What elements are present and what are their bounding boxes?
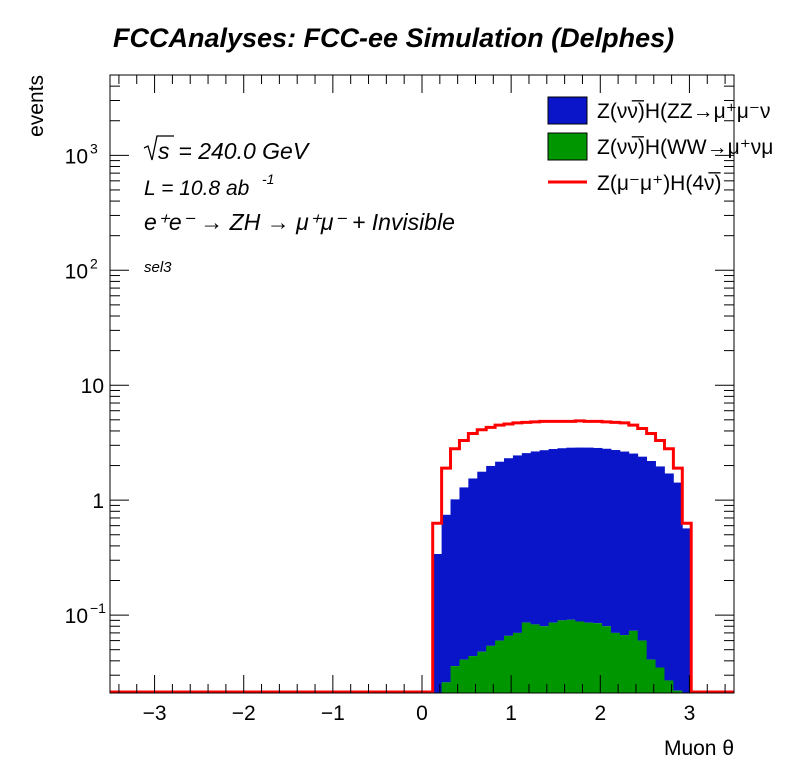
bar-zz-24 xyxy=(646,461,656,660)
bar-ww-4 xyxy=(468,656,478,693)
bar-ww-2 xyxy=(450,666,460,693)
y-tick-exponent-0: −1 xyxy=(90,600,106,616)
bar-ww-13 xyxy=(548,622,558,693)
bar-ww-9 xyxy=(512,632,523,693)
bar-ww-14 xyxy=(557,620,567,693)
selection-label: sel3 xyxy=(144,259,172,276)
bar-zz-22 xyxy=(628,453,639,631)
legend-label-ww: Z(νν̅)H(WW→μ⁺νμ xyxy=(597,136,773,159)
bar-zz-21 xyxy=(619,451,630,636)
bar-ww-21 xyxy=(619,635,630,693)
bar-zz-6 xyxy=(486,465,496,646)
signal-step-line xyxy=(110,419,734,694)
bar-zz-13 xyxy=(548,449,558,623)
signal-line xyxy=(110,419,734,694)
bar-zz-26 xyxy=(664,473,674,681)
bar-zz-19 xyxy=(602,448,612,627)
sqrt-s-label: s xyxy=(158,138,170,164)
y-tick-exponent-3: 2 xyxy=(90,255,98,271)
sqrt-symbol xyxy=(143,135,174,161)
x-tick-label-5: 2 xyxy=(594,702,606,725)
bar-zz-9 xyxy=(512,455,523,633)
x-tick-label-1: −2 xyxy=(232,702,256,725)
annotations: s = 240.0 GeV L = 10.8 ab -1 e⁺e⁻ → ZH →… xyxy=(143,135,455,276)
bar-zz-20 xyxy=(610,450,621,633)
bar-zz-14 xyxy=(557,448,567,621)
y-tick-label-0: 10 xyxy=(65,605,88,628)
bar-zz-25 xyxy=(655,466,665,668)
bar-zz-0 xyxy=(432,554,443,693)
bar-ww-23 xyxy=(637,640,648,693)
bar-ww-11 xyxy=(530,624,541,693)
bar-ww-18 xyxy=(593,623,603,693)
bar-ww-1 xyxy=(441,682,451,693)
bar-ww-12 xyxy=(539,626,549,693)
bar-ww-19 xyxy=(602,626,612,693)
bar-ww-3 xyxy=(459,659,469,693)
x-tick-label-4: 1 xyxy=(505,702,517,725)
bar-ww-17 xyxy=(584,622,594,693)
bar-zz-2 xyxy=(450,499,460,667)
bar-zz-3 xyxy=(459,487,469,660)
y-axis-label: events xyxy=(25,75,48,137)
bar-ww-24 xyxy=(646,659,656,693)
bar-zz-12 xyxy=(539,450,549,627)
bar-ww-20 xyxy=(610,632,621,693)
energy-label: = 240.0 GeV xyxy=(172,138,311,164)
bar-zz-7 xyxy=(495,461,505,641)
y-tick-label-1: 1 xyxy=(92,490,104,513)
y-tick-label-4: 10 xyxy=(65,145,88,168)
bar-ww-26 xyxy=(664,680,674,693)
bar-ww-16 xyxy=(575,621,585,693)
bar-zz-8 xyxy=(504,458,514,636)
bar-ww-6 xyxy=(486,645,496,693)
bar-zz-17 xyxy=(584,447,594,623)
bar-ww-10 xyxy=(521,622,532,693)
bar-zz-23 xyxy=(637,456,648,641)
lumi-exponent: -1 xyxy=(262,171,274,187)
histogram-bars xyxy=(432,447,692,693)
bar-zz-27 xyxy=(673,482,683,691)
bar-ww-7 xyxy=(495,640,505,693)
bar-zz-5 xyxy=(477,471,487,652)
bar-zz-1 xyxy=(441,514,451,683)
bar-ww-27 xyxy=(673,690,683,693)
bar-ww-15 xyxy=(566,619,576,693)
bar-zz-4 xyxy=(468,478,478,657)
y-tick-label-2: 10 xyxy=(81,375,104,398)
legend-swatch-zz xyxy=(547,96,588,125)
bar-zz-10 xyxy=(521,453,532,623)
chart-title: FCCAnalyses: FCC-ee Simulation (Delphes) xyxy=(113,23,674,53)
x-tick-label-0: −3 xyxy=(143,702,167,725)
bar-zz-11 xyxy=(530,451,541,625)
x-tick-label-3: 0 xyxy=(416,702,428,725)
process-label: e⁺e⁻ → ZH → μ⁺μ⁻ + Invisible xyxy=(144,209,455,235)
y-tick-label-3: 10 xyxy=(65,260,88,283)
bar-zz-18 xyxy=(593,447,603,624)
bar-zz-16 xyxy=(575,447,585,622)
legend: Z(νν̅)H(ZZ→μ⁺μ⁻ν Z(νν̅)H(WW→μ⁺νμ Z(μ⁻μ⁺)… xyxy=(547,96,773,195)
legend-label-signal: Z(μ⁻μ⁺)H(4ν̅) xyxy=(597,172,722,195)
legend-label-zz: Z(νν̅)H(ZZ→μ⁺μ⁻ν xyxy=(597,100,771,123)
lumi-label: L = 10.8 ab xyxy=(144,177,250,200)
bar-ww-5 xyxy=(477,651,487,693)
bar-ww-25 xyxy=(655,667,665,693)
bar-ww-22 xyxy=(628,630,639,693)
x-axis-label: Muon θ xyxy=(664,737,734,760)
bar-ww-8 xyxy=(504,635,514,693)
bar-zz-28 xyxy=(682,528,692,693)
bar-zz-15 xyxy=(566,447,576,620)
y-tick-exponent-4: 3 xyxy=(90,140,98,156)
x-tick-label-6: 3 xyxy=(684,702,696,725)
x-tick-label-2: −1 xyxy=(321,702,345,725)
legend-swatch-ww xyxy=(547,132,588,161)
